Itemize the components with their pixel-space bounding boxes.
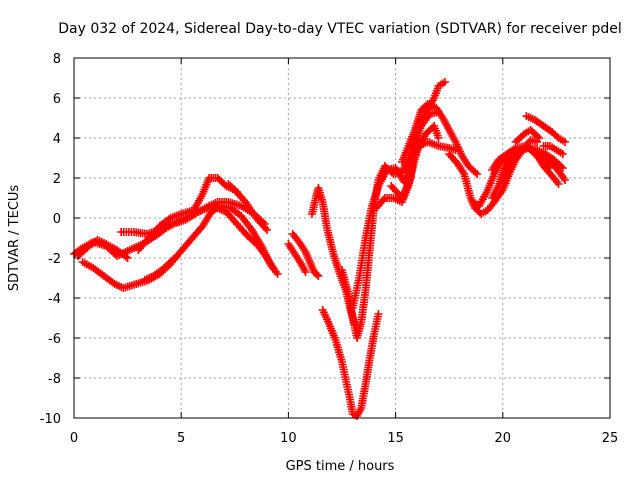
y-tick-label: -8 bbox=[48, 372, 61, 387]
y-tick-label: -4 bbox=[48, 292, 61, 307]
data-point bbox=[374, 310, 383, 318]
series-track-24 bbox=[539, 142, 567, 158]
data-point bbox=[554, 180, 563, 188]
y-tick-label: 0 bbox=[53, 212, 61, 227]
series-track-23 bbox=[522, 112, 569, 146]
data-point bbox=[558, 164, 567, 172]
series-track-8 bbox=[284, 240, 310, 276]
y-tick-label: 6 bbox=[53, 92, 61, 107]
data-point bbox=[314, 272, 323, 280]
y-tick-label: 4 bbox=[53, 132, 61, 147]
y-tick-label: -10 bbox=[40, 412, 61, 427]
data-point bbox=[172, 252, 181, 260]
data-point bbox=[440, 78, 449, 86]
x-tick-label: 0 bbox=[70, 431, 78, 446]
data-point bbox=[473, 170, 482, 178]
y-tick-label: -2 bbox=[48, 252, 61, 267]
series-track-21 bbox=[498, 142, 554, 182]
axis-ticks: 0 5 10 15 20 25 -10 -8 -6 -4 -2 0 2 4 6 8 bbox=[40, 52, 619, 446]
y-tick-label: -6 bbox=[48, 332, 61, 347]
data-point bbox=[232, 188, 241, 196]
x-tick-label: 15 bbox=[387, 431, 404, 446]
data-point bbox=[301, 268, 310, 276]
plot-frame bbox=[73, 57, 611, 419]
data-point bbox=[434, 134, 443, 142]
data-point bbox=[123, 254, 132, 262]
series-track-13 bbox=[348, 138, 460, 312]
series-track-2 bbox=[74, 236, 132, 262]
series-track-16 bbox=[398, 100, 482, 178]
series-track-7 bbox=[224, 180, 241, 196]
x-tick-label: 10 bbox=[280, 431, 297, 446]
data-point bbox=[558, 150, 567, 158]
x-tick-label: 25 bbox=[602, 431, 619, 446]
x-tick-label: 20 bbox=[495, 431, 512, 446]
data-marks bbox=[70, 78, 569, 420]
chart-title: Day 032 of 2024, Sidereal Day-to-day VTE… bbox=[58, 21, 622, 37]
x-axis-label: GPS time / hours bbox=[286, 459, 395, 474]
data-point bbox=[535, 134, 544, 142]
data-point bbox=[545, 164, 554, 172]
data-point bbox=[273, 270, 282, 278]
series-track-11 bbox=[318, 306, 383, 420]
data-point bbox=[560, 176, 569, 184]
series-track-4 bbox=[140, 252, 181, 284]
series-track-9 bbox=[288, 230, 323, 280]
y-tick-label: 2 bbox=[53, 172, 61, 187]
series-track-22 bbox=[511, 126, 544, 146]
data-point bbox=[262, 226, 271, 234]
y-tick-label: 8 bbox=[53, 52, 61, 67]
data-point bbox=[560, 138, 569, 146]
y-axis-label: SDTVAR / TECUs bbox=[7, 185, 22, 292]
x-tick-label: 5 bbox=[177, 431, 185, 446]
